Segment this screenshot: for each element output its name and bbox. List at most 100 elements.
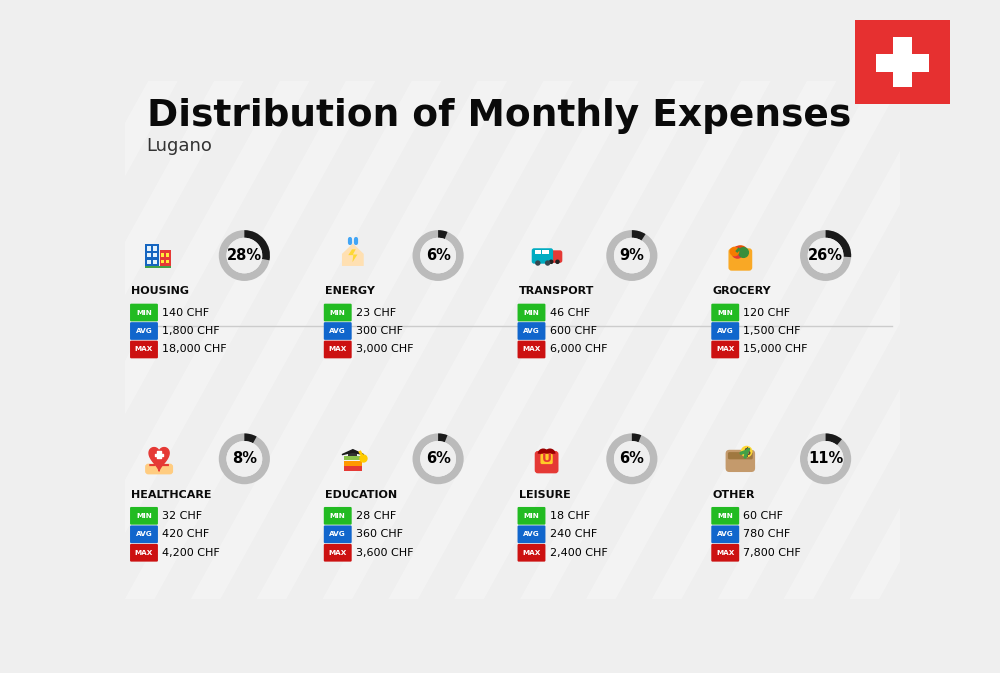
Text: MIN: MIN (524, 513, 539, 519)
Text: AVG: AVG (717, 531, 734, 537)
Polygon shape (257, 81, 573, 599)
Wedge shape (800, 433, 851, 485)
Text: MAX: MAX (135, 550, 153, 556)
Wedge shape (219, 433, 270, 485)
FancyBboxPatch shape (518, 507, 545, 525)
Text: 4,200 CHF: 4,200 CHF (162, 548, 220, 558)
FancyBboxPatch shape (876, 54, 929, 73)
FancyBboxPatch shape (344, 466, 362, 471)
Polygon shape (0, 81, 244, 599)
Text: HOUSING: HOUSING (131, 286, 189, 296)
Text: Lugano: Lugano (147, 137, 213, 155)
FancyBboxPatch shape (540, 454, 553, 464)
Text: 32 CHF: 32 CHF (162, 511, 202, 521)
Polygon shape (784, 81, 1000, 599)
Circle shape (420, 238, 456, 273)
Wedge shape (438, 433, 448, 442)
Wedge shape (606, 433, 657, 485)
Polygon shape (388, 81, 705, 599)
FancyBboxPatch shape (547, 250, 562, 263)
FancyBboxPatch shape (153, 253, 157, 257)
Text: MIN: MIN (717, 513, 733, 519)
Circle shape (535, 260, 541, 266)
FancyBboxPatch shape (145, 266, 171, 268)
Circle shape (549, 260, 554, 264)
Text: MAX: MAX (329, 347, 347, 353)
Text: 7,800 CHF: 7,800 CHF (743, 548, 801, 558)
Text: AVG: AVG (523, 328, 540, 334)
Text: 1,500 CHF: 1,500 CHF (743, 326, 801, 336)
Wedge shape (826, 433, 842, 445)
FancyBboxPatch shape (535, 451, 558, 473)
Text: 6%: 6% (426, 248, 451, 263)
Text: 1,800 CHF: 1,800 CHF (162, 326, 220, 336)
Wedge shape (244, 230, 270, 260)
Text: $: $ (743, 447, 750, 456)
Polygon shape (342, 244, 364, 266)
Text: 780 CHF: 780 CHF (743, 529, 791, 539)
FancyBboxPatch shape (728, 248, 752, 271)
FancyBboxPatch shape (324, 304, 352, 322)
Circle shape (808, 238, 844, 273)
FancyBboxPatch shape (542, 250, 549, 254)
Text: MAX: MAX (522, 550, 541, 556)
FancyBboxPatch shape (130, 341, 158, 358)
Polygon shape (652, 81, 968, 599)
Text: 26%: 26% (808, 248, 843, 263)
FancyBboxPatch shape (518, 304, 545, 322)
FancyBboxPatch shape (153, 260, 157, 264)
FancyBboxPatch shape (853, 19, 952, 106)
Text: 46 CHF: 46 CHF (550, 308, 590, 318)
Circle shape (545, 260, 550, 266)
Text: MAX: MAX (522, 347, 541, 353)
Text: MAX: MAX (135, 347, 153, 353)
Text: MAX: MAX (716, 550, 734, 556)
Text: MIN: MIN (524, 310, 539, 316)
Text: 18,000 CHF: 18,000 CHF (162, 345, 227, 355)
Text: 3,000 CHF: 3,000 CHF (356, 345, 413, 355)
FancyBboxPatch shape (344, 456, 362, 460)
Text: LEISURE: LEISURE (519, 490, 570, 499)
FancyBboxPatch shape (324, 341, 352, 358)
FancyBboxPatch shape (711, 544, 739, 562)
Text: 420 CHF: 420 CHF (162, 529, 209, 539)
FancyBboxPatch shape (130, 507, 158, 525)
Circle shape (614, 238, 650, 273)
FancyBboxPatch shape (893, 37, 912, 87)
FancyBboxPatch shape (532, 248, 553, 264)
FancyBboxPatch shape (324, 322, 352, 340)
Text: 28 CHF: 28 CHF (356, 511, 396, 521)
FancyBboxPatch shape (130, 304, 158, 322)
FancyBboxPatch shape (535, 250, 541, 254)
FancyBboxPatch shape (166, 253, 169, 256)
Text: AVG: AVG (136, 531, 152, 537)
FancyBboxPatch shape (130, 322, 158, 340)
FancyBboxPatch shape (324, 507, 352, 525)
Polygon shape (191, 81, 507, 599)
FancyBboxPatch shape (728, 452, 753, 460)
Circle shape (226, 238, 262, 273)
Polygon shape (916, 81, 1000, 599)
Circle shape (808, 441, 844, 476)
FancyBboxPatch shape (711, 507, 739, 525)
Text: MIN: MIN (717, 310, 733, 316)
Polygon shape (149, 448, 169, 471)
Text: 9%: 9% (619, 248, 644, 263)
Text: 300 CHF: 300 CHF (356, 326, 403, 336)
Text: EDUCATION: EDUCATION (325, 490, 397, 499)
FancyBboxPatch shape (324, 526, 352, 543)
Circle shape (226, 441, 262, 476)
FancyBboxPatch shape (348, 452, 357, 456)
Polygon shape (981, 81, 1000, 599)
Text: 6%: 6% (619, 452, 644, 466)
Wedge shape (800, 230, 851, 281)
Circle shape (420, 441, 456, 476)
Polygon shape (586, 81, 902, 599)
Polygon shape (0, 81, 178, 599)
Text: GROCERY: GROCERY (712, 286, 771, 296)
Text: MIN: MIN (330, 513, 346, 519)
FancyBboxPatch shape (518, 341, 545, 358)
Wedge shape (438, 230, 448, 239)
Text: 6%: 6% (426, 452, 451, 466)
Text: MIN: MIN (136, 513, 152, 519)
